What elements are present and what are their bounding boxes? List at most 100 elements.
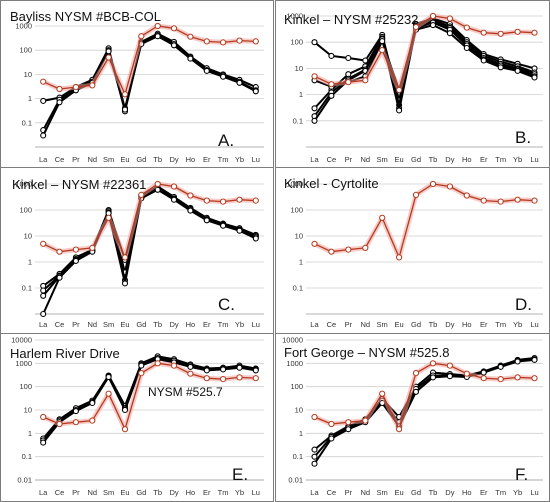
data-point (429, 12, 437, 20)
data-point (396, 426, 403, 433)
x-tick-label: Nd (360, 488, 370, 497)
panel-title-d: Kinkel - Cyrtolite (284, 176, 379, 191)
data-point (72, 246, 80, 253)
data-point (412, 388, 420, 395)
data-point (40, 292, 47, 299)
x-tick-label: Tb (429, 488, 438, 497)
x-tick-label: Tb (153, 488, 162, 497)
panel-subtitle-e: NYSM #525.7 (148, 385, 223, 399)
data-point (396, 86, 403, 94)
y-tick-label: 1 (28, 258, 32, 267)
data-point (236, 374, 243, 381)
data-point (154, 180, 161, 188)
x-tick-label: Ce (327, 320, 337, 329)
data-point (514, 196, 521, 203)
data-point (252, 197, 259, 204)
data-point (480, 369, 487, 376)
data-point (40, 78, 47, 85)
data-point (396, 254, 403, 261)
y-tick-label: 10 (295, 232, 303, 241)
data-point (252, 367, 259, 374)
data-point (497, 198, 504, 205)
x-tick-label: La (39, 155, 48, 164)
panel-letter-f: F. (515, 465, 528, 484)
data-point (72, 419, 80, 426)
data-point (463, 24, 470, 31)
x-tick-label: Eu (120, 320, 129, 329)
y-tick-label: 1 (299, 258, 303, 267)
data-point (40, 413, 47, 421)
data-point (531, 29, 538, 36)
data-point (379, 47, 386, 54)
x-tick-label: Yb (235, 488, 244, 497)
data-point (89, 417, 96, 424)
data-point (252, 38, 259, 45)
data-point (40, 240, 47, 247)
x-tick-label: Gd (136, 155, 146, 164)
data-point (531, 74, 538, 81)
panel-frame (275, 0, 550, 169)
x-tick-label: Ce (327, 155, 337, 164)
x-tick-label: Er (480, 155, 488, 164)
x-tick-label: Pr (345, 488, 353, 497)
data-point (121, 280, 129, 287)
x-tick-label: Pr (72, 155, 80, 164)
y-tick-label: 10 (24, 406, 32, 415)
x-tick-label: Er (480, 320, 488, 329)
x-tick-label: Sm (377, 488, 388, 497)
y-tick-label: 0.1 (22, 118, 32, 127)
data-point (480, 375, 487, 382)
panel-title-a: Bayliss NYSM #BCB-COL (10, 9, 161, 24)
x-tick-label: Sm (103, 488, 114, 497)
chart-panel-d: 1000 100 10 1 0.1 La Ce Pr Nd Sm Eu Gd Tb Dy Ho Er Tm Yb L… (275, 167, 550, 334)
x-tick-label: Tm (495, 155, 506, 164)
data-point (514, 28, 521, 35)
data-point (220, 73, 227, 80)
data-point (412, 191, 420, 198)
data-point (72, 84, 80, 91)
y-tick-label: 100 (290, 382, 303, 391)
data-point (345, 419, 352, 426)
data-point (220, 222, 227, 229)
panel-letter-b: B. (515, 128, 531, 147)
data-point (531, 375, 538, 382)
data-point (531, 197, 538, 204)
data-point (252, 235, 259, 242)
data-point (203, 197, 210, 204)
data-point (379, 214, 386, 221)
chart-panel-c: 1000 100 10 1 0.1 La Ce Pr Nd Sm Eu Gd Tb Dy Ho Er Tm Yb L… (0, 167, 274, 334)
data-point (220, 39, 227, 46)
data-point (236, 227, 243, 234)
data-point (252, 375, 259, 382)
chart-panel-e: 10000 1000 100 10 1 0.1 0.01 La Ce Pr Nd Sm Eu Gd Tb Dy… (0, 333, 274, 502)
data-point (72, 408, 79, 415)
x-tick-label: Nd (87, 488, 97, 497)
y-tick-label: 100 (19, 206, 32, 215)
x-tick-label: Sm (377, 155, 388, 164)
x-tick-label: Yb (513, 488, 522, 497)
x-tick-label: Er (203, 320, 211, 329)
x-tick-label: Ce (55, 488, 65, 497)
data-point (429, 180, 437, 188)
data-point (328, 248, 335, 255)
x-tick-label: Dy (445, 320, 454, 329)
data-point (72, 257, 79, 264)
data-point (463, 370, 470, 377)
chart-panel-f: 10000 1000 100 10 1 0.1 0.01 La Ce Pr Nd Sm Eu Gd Tb Dy… (275, 333, 550, 502)
data-point (89, 244, 96, 252)
x-tick-label: Lu (252, 320, 260, 329)
panel-frame (275, 167, 550, 334)
data-point (311, 39, 318, 46)
data-point (480, 57, 487, 64)
y-tick-label: 10 (295, 406, 303, 415)
x-tick-label: La (39, 320, 48, 329)
data-point (412, 370, 420, 377)
chart-panel-b: 1000 100 10 1 0.1 La Ce Pr Nd Sm Eu Gd Tb Dy Ho Er Tm Yb L… (275, 0, 550, 169)
series-5-red (311, 12, 538, 94)
data-point (105, 390, 112, 397)
y-tick-label: 10 (24, 70, 32, 79)
data-point (40, 310, 47, 318)
series-2-black (40, 356, 259, 446)
x-tick-label: Tm (495, 320, 506, 329)
y-tick-label: 100 (290, 38, 303, 47)
